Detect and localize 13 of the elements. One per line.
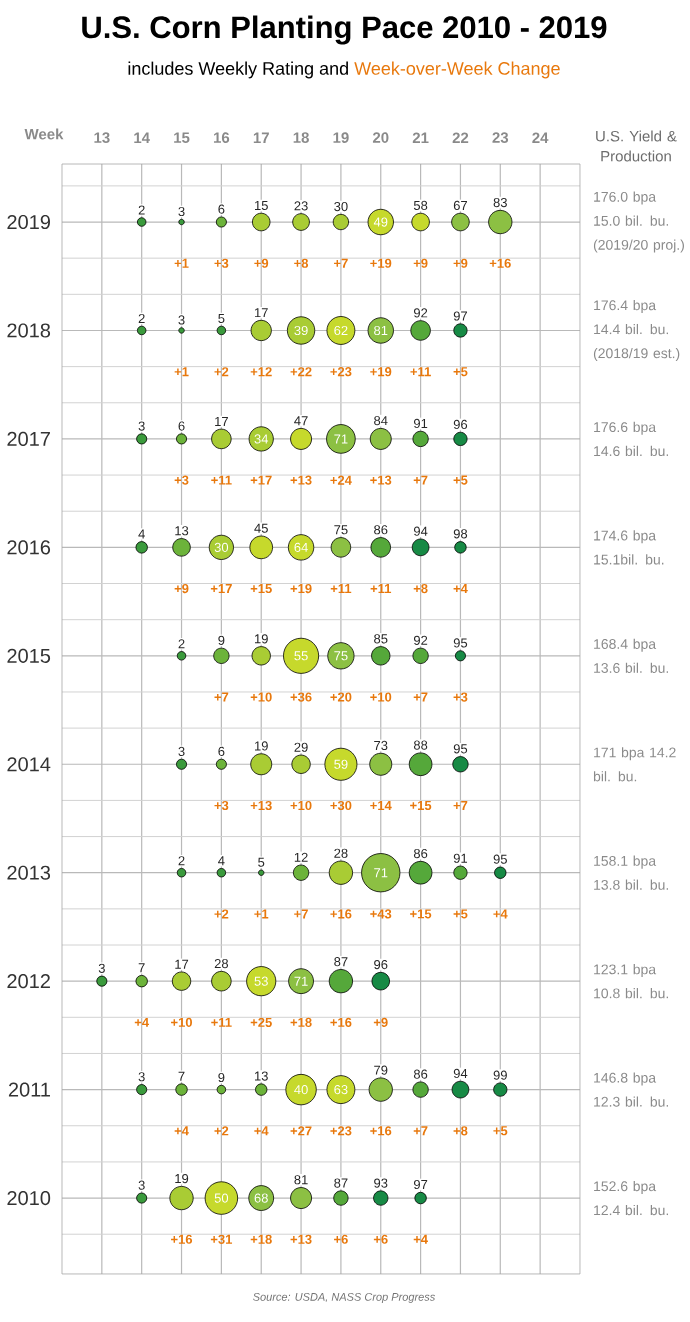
y-tick-label: 2015 [7,648,51,663]
y-tick-label: 2010 [7,1190,51,1206]
y-tick-label: 2012 [7,974,50,989]
y-tick-label: 2018 [7,323,51,338]
text: Week-over-Week Change [354,61,560,79]
y-tick-label: 2013 [7,865,51,880]
y-tick-label: 2011 [8,1082,50,1097]
chart-title: U.S. Corn Planting Pace 2010 - 2019 [82,15,607,45]
y-tick-label: 2016 [7,540,51,555]
y-tick-label: 2019 [7,214,50,230]
chart-subtitle: includes Weekly Rating and [128,61,348,79]
y-tick-label: 2017 [7,431,50,446]
y-tick-label: 2014 [7,757,51,772]
